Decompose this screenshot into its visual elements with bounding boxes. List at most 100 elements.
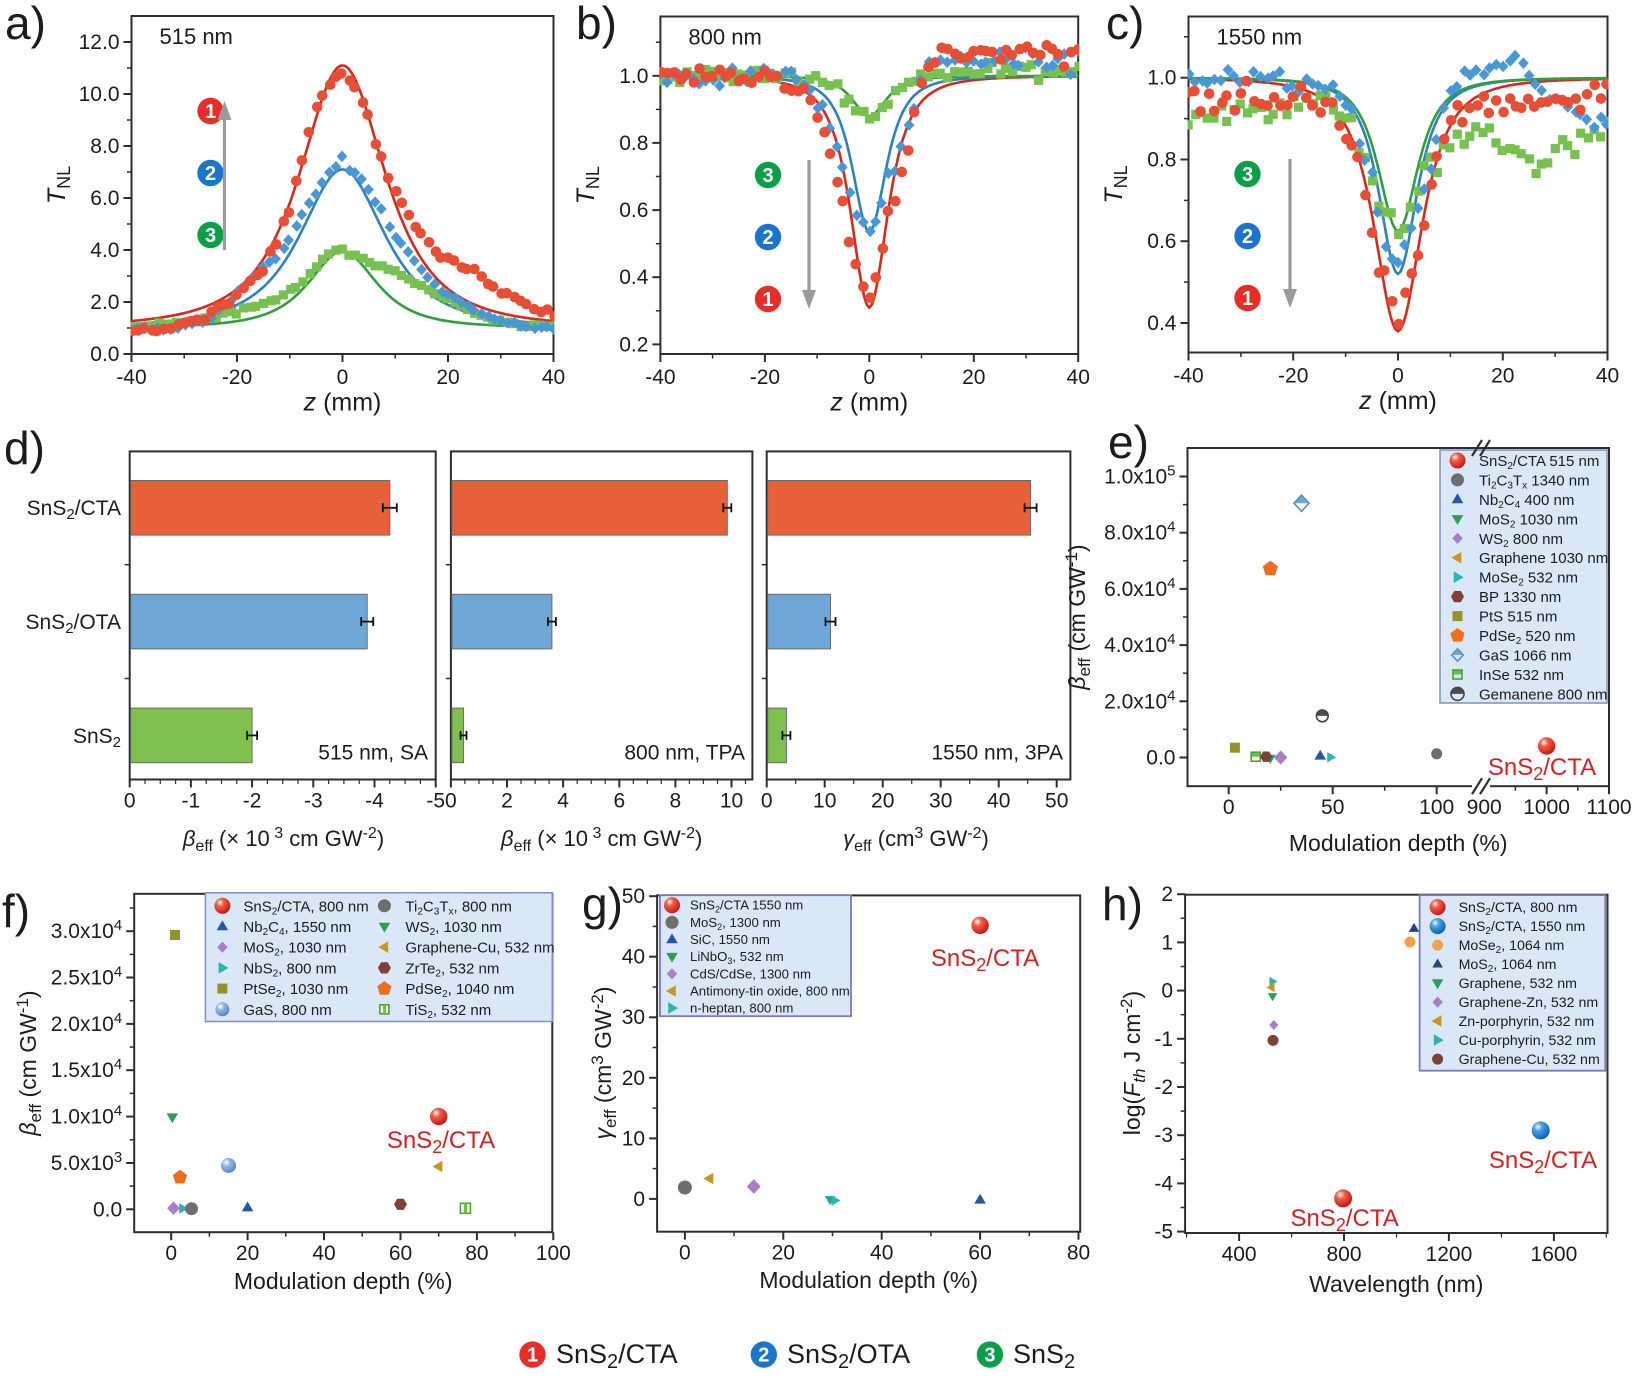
svg-text:3: 3 xyxy=(205,225,216,247)
svg-text:0.0: 0.0 xyxy=(90,343,119,366)
svg-text:Nb2​C4​, 1550 nm: Nb2​C4​, 1550 nm xyxy=(243,919,351,938)
svg-text:a): a) xyxy=(5,0,46,49)
svg-text:-3: -3 xyxy=(1154,1124,1173,1147)
svg-text:0: 0 xyxy=(863,366,875,389)
svg-text:PtS 515 nm: PtS 515 nm xyxy=(1479,609,1557,626)
svg-text:0: 0 xyxy=(165,1242,177,1265)
svg-text:2.0x104​: 2.0x104​ xyxy=(1104,687,1175,713)
svg-text:CdS/CdSe, 1300 nm: CdS/CdSe, 1300 nm xyxy=(690,966,811,981)
svg-text:40: 40 xyxy=(1596,365,1619,388)
svg-text:30: 30 xyxy=(929,790,952,813)
svg-text:2: 2 xyxy=(1161,883,1173,906)
svg-text:0: 0 xyxy=(761,790,773,813)
svg-text:30: 30 xyxy=(622,1006,645,1029)
svg-text:2: 2 xyxy=(758,1345,769,1367)
svg-text:-2: -2 xyxy=(243,790,262,813)
svg-text:3: 3 xyxy=(1242,164,1253,186)
svg-text:6: 6 xyxy=(613,790,625,813)
svg-text:1550 nm: 1550 nm xyxy=(1217,25,1303,50)
svg-text:0.6: 0.6 xyxy=(1147,230,1176,253)
svg-text:10: 10 xyxy=(622,1127,645,1150)
svg-text:WS2​ 800 nm: WS2​ 800 nm xyxy=(1479,531,1563,550)
svg-text:Modulation depth (%): Modulation depth (%) xyxy=(759,1267,978,1293)
svg-text:ZrTe2​, 532 nm: ZrTe2​, 532 nm xyxy=(405,960,499,979)
svg-text:50: 50 xyxy=(622,885,645,908)
svg-text:f): f) xyxy=(2,885,30,937)
svg-text:1: 1 xyxy=(762,289,773,311)
svg-text:SnS2/OTA: SnS2/OTA xyxy=(26,611,122,637)
svg-text:-40: -40 xyxy=(1173,365,1203,388)
svg-text:TNL: TNL xyxy=(572,166,603,204)
svg-text:6.0: 6.0 xyxy=(90,187,119,210)
svg-text:Ti2​C3​Tx​, 800 nm: Ti2​C3​Tx​, 800 nm xyxy=(405,898,511,917)
svg-text:2: 2 xyxy=(1242,226,1253,248)
svg-text:0.0: 0.0 xyxy=(1146,747,1175,770)
svg-text:MoS2​, 1030 nm: MoS2​, 1030 nm xyxy=(243,940,346,959)
svg-text:-5: -5 xyxy=(1154,1221,1173,1244)
svg-text:TiS2​, 532 nm: TiS2​, 532 nm xyxy=(405,1002,491,1021)
svg-text:515 nm: 515 nm xyxy=(160,24,233,49)
svg-text:γeff (cm3 GW-2): γeff (cm3 GW-2) xyxy=(843,825,989,855)
svg-text:log(Fth J cm-2): log(Fth J cm-2) xyxy=(1117,991,1149,1135)
svg-text:3: 3 xyxy=(984,1345,995,1367)
svg-text:60: 60 xyxy=(389,1242,412,1265)
svg-text:0: 0 xyxy=(1392,365,1404,388)
svg-text:20: 20 xyxy=(871,790,894,813)
svg-text:2: 2 xyxy=(205,163,216,185)
svg-text:2: 2 xyxy=(762,227,773,249)
svg-text:SnS2​/CTA, 1550 nm: SnS2​/CTA, 1550 nm xyxy=(1459,919,1586,937)
svg-text:Gemanene 800 nm: Gemanene 800 nm xyxy=(1479,686,1607,703)
svg-text:SnS2​/CTA, 800 nm: SnS2​/CTA, 800 nm xyxy=(1459,900,1578,918)
svg-text:6.0x104​: 6.0x104​ xyxy=(1104,575,1175,601)
svg-text:1200: 1200 xyxy=(1426,1243,1473,1266)
svg-text:40: 40 xyxy=(987,790,1010,813)
svg-text:NbS2​, 800 nm: NbS2​, 800 nm xyxy=(243,960,336,979)
svg-text:βeff (cm GW-1): βeff (cm GW-1) xyxy=(13,990,45,1136)
svg-text:1600: 1600 xyxy=(1531,1243,1578,1266)
svg-text:Nb2​C4​ 400 nm: Nb2​C4​ 400 nm xyxy=(1479,492,1574,511)
svg-text:Graphene, 532 nm: Graphene, 532 nm xyxy=(1459,976,1577,992)
svg-text:BP 1330 nm: BP 1330 nm xyxy=(1479,589,1561,606)
svg-text:1.0x105​: 1.0x105​ xyxy=(1104,463,1175,489)
svg-text:g): g) xyxy=(582,878,623,930)
svg-text:12.0: 12.0 xyxy=(79,31,120,54)
svg-text:-20: -20 xyxy=(222,366,252,389)
svg-text:20: 20 xyxy=(1491,365,1514,388)
svg-text:400: 400 xyxy=(1222,1243,1257,1266)
svg-text:Cu-porphyrin, 532 nm: Cu-porphyrin, 532 nm xyxy=(1459,1033,1596,1049)
svg-text:800: 800 xyxy=(1326,1243,1361,1266)
svg-text:z (mm): z (mm) xyxy=(303,389,382,417)
svg-text:n-heptan, 800 nm: n-heptan, 800 nm xyxy=(690,1001,793,1016)
svg-text:-2: -2 xyxy=(1154,1076,1173,1099)
svg-text:γeff (cm3 GW-2): γeff (cm3 GW-2) xyxy=(588,986,620,1139)
svg-text:10: 10 xyxy=(720,790,743,813)
svg-text:0.6: 0.6 xyxy=(619,199,648,222)
svg-text:GaS 1066 nm: GaS 1066 nm xyxy=(1479,648,1572,665)
svg-text:Antimony-tin oxide, 800 nm: Antimony-tin oxide, 800 nm xyxy=(690,984,850,999)
svg-text:0: 0 xyxy=(1161,980,1173,1003)
svg-text:20: 20 xyxy=(622,1067,645,1090)
svg-text:-20: -20 xyxy=(750,366,780,389)
svg-text:SnS2/CTA: SnS2/CTA xyxy=(27,497,121,523)
svg-text:SnS2​/CTA 1550 nm: SnS2​/CTA 1550 nm xyxy=(690,898,803,915)
svg-text:h): h) xyxy=(1102,878,1143,930)
svg-text:WS2​, 1030 nm: WS2​, 1030 nm xyxy=(405,919,501,938)
svg-text:TNL: TNL xyxy=(1100,165,1131,203)
svg-text:Graphene-Zn, 532 nm: Graphene-Zn, 532 nm xyxy=(1459,995,1599,1011)
svg-text:-1: -1 xyxy=(1154,1028,1173,1051)
svg-text:MoSe2​ 532 nm: MoSe2​ 532 nm xyxy=(1479,570,1578,589)
svg-text:SnS2/CTA: SnS2/CTA xyxy=(1489,1147,1597,1177)
svg-text:1: 1 xyxy=(1161,931,1173,954)
svg-text:40: 40 xyxy=(312,1242,335,1265)
svg-text:4.0: 4.0 xyxy=(90,239,119,262)
svg-text:0: 0 xyxy=(337,366,349,389)
svg-text:βeff (cm GW-1): βeff (cm GW-1) xyxy=(1062,544,1094,690)
svg-text:SnS2/OTA: SnS2/OTA xyxy=(787,1339,910,1373)
svg-text:0.4: 0.4 xyxy=(1147,312,1177,335)
svg-text:1: 1 xyxy=(527,1345,538,1367)
svg-text:1.0x104​: 1.0x104​ xyxy=(51,1103,122,1129)
svg-text:20: 20 xyxy=(772,1242,795,1265)
svg-text:1.0: 1.0 xyxy=(1147,67,1176,90)
svg-text:0.0: 0.0 xyxy=(93,1198,122,1221)
svg-text:1: 1 xyxy=(1242,288,1253,310)
